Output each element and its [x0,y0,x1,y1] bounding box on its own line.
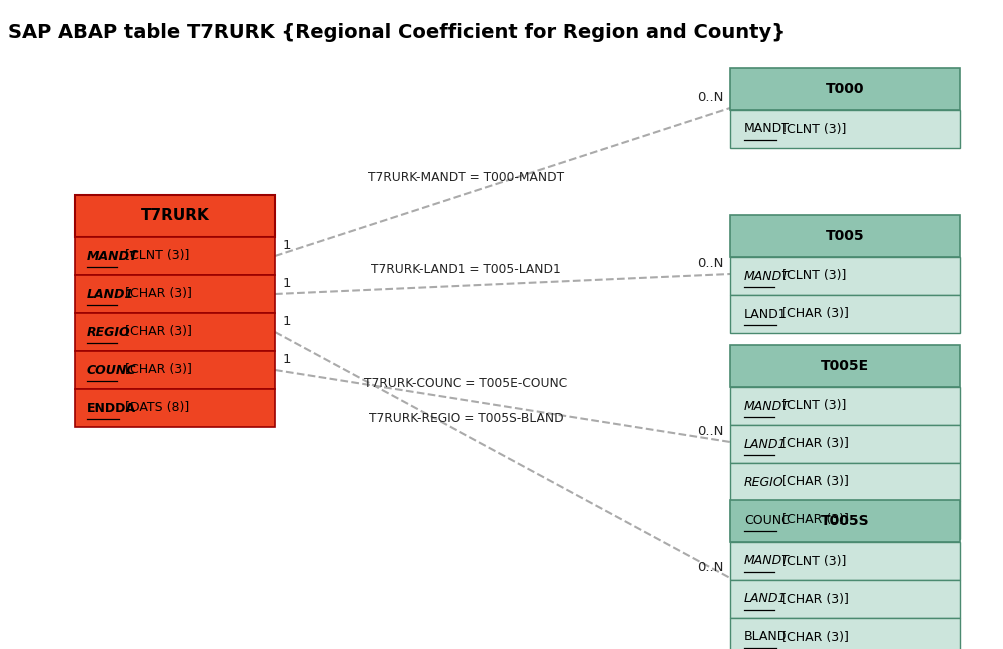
Text: [CLNT (3)]: [CLNT (3)] [777,123,846,136]
Text: MANDT: MANDT [743,123,789,136]
Bar [75,237,275,275]
Text: 1: 1 [283,315,291,328]
Text: T000: T000 [824,82,864,96]
Text: COUNC: COUNC [87,363,136,376]
Text: REGIO: REGIO [87,326,130,339]
Bar [729,295,959,333]
Text: [CLNT (3)]: [CLNT (3)] [777,554,846,567]
Bar [729,501,959,539]
Bar [729,215,959,257]
Text: BLAND: BLAND [743,630,786,644]
Text: 0..N: 0..N [697,91,723,104]
Text: [CHAR (3)]: [CHAR (3)] [777,513,849,526]
Text: LAND1: LAND1 [743,593,785,606]
Text: T005E: T005E [820,359,869,373]
Bar [729,387,959,425]
Text: COUNC: COUNC [743,513,789,526]
Text: [DATS (8)]: [DATS (8)] [121,402,190,415]
Text: REGIO: REGIO [743,476,782,489]
Bar [75,351,275,389]
Text: 1: 1 [283,353,291,366]
Text: [CHAR (3)]: [CHAR (3)] [777,308,849,321]
Text: T7RURK-LAND1 = T005-LAND1: T7RURK-LAND1 = T005-LAND1 [371,263,561,276]
Bar [75,275,275,313]
Text: 0..N: 0..N [697,257,723,270]
Text: T7RURK-COUNC = T005E-COUNC: T7RURK-COUNC = T005E-COUNC [364,377,567,390]
Text: T7RURK-MANDT = T000-MANDT: T7RURK-MANDT = T000-MANDT [368,171,564,184]
Text: 0..N: 0..N [697,425,723,438]
Text: T005S: T005S [819,514,869,528]
Text: T7RURK: T7RURK [140,208,210,223]
Bar [729,425,959,463]
Text: MANDT: MANDT [87,249,138,262]
Bar [729,580,959,618]
Bar [729,257,959,295]
Text: 1: 1 [283,277,291,290]
Bar [729,618,959,649]
Bar [729,68,959,110]
Bar [729,500,959,542]
Text: [CHAR (3)]: [CHAR (3)] [121,363,193,376]
Text: [CHAR (3)]: [CHAR (3)] [777,476,849,489]
Bar [729,345,959,387]
Text: [CHAR (3)]: [CHAR (3)] [777,437,849,450]
Text: 0..N: 0..N [697,561,723,574]
Text: MANDT: MANDT [743,554,789,567]
Text: [CHAR (3)]: [CHAR (3)] [121,288,193,300]
Text: [CHAR (3)]: [CHAR (3)] [777,630,849,644]
Text: [CHAR (3)]: [CHAR (3)] [121,326,193,339]
Bar [75,195,275,237]
Text: SAP ABAP table T7RURK {Regional Coefficient for Region and County}: SAP ABAP table T7RURK {Regional Coeffici… [8,23,784,42]
Bar [75,389,275,427]
Bar [75,313,275,351]
Text: LAND1: LAND1 [87,288,134,300]
Text: LAND1: LAND1 [743,437,785,450]
Text: T005: T005 [824,229,864,243]
Text: [CLNT (3)]: [CLNT (3)] [777,400,846,413]
Text: ENDDA: ENDDA [87,402,135,415]
Text: [CLNT (3)]: [CLNT (3)] [121,249,190,262]
Text: MANDT: MANDT [743,400,789,413]
Text: [CHAR (3)]: [CHAR (3)] [777,593,849,606]
Text: T7RURK-REGIO = T005S-BLAND: T7RURK-REGIO = T005S-BLAND [368,412,563,425]
Bar [729,110,959,148]
Bar [729,542,959,580]
Text: 1: 1 [283,239,291,252]
Text: MANDT: MANDT [743,269,789,282]
Bar [729,463,959,501]
Text: [CLNT (3)]: [CLNT (3)] [777,269,846,282]
Text: LAND1: LAND1 [743,308,785,321]
